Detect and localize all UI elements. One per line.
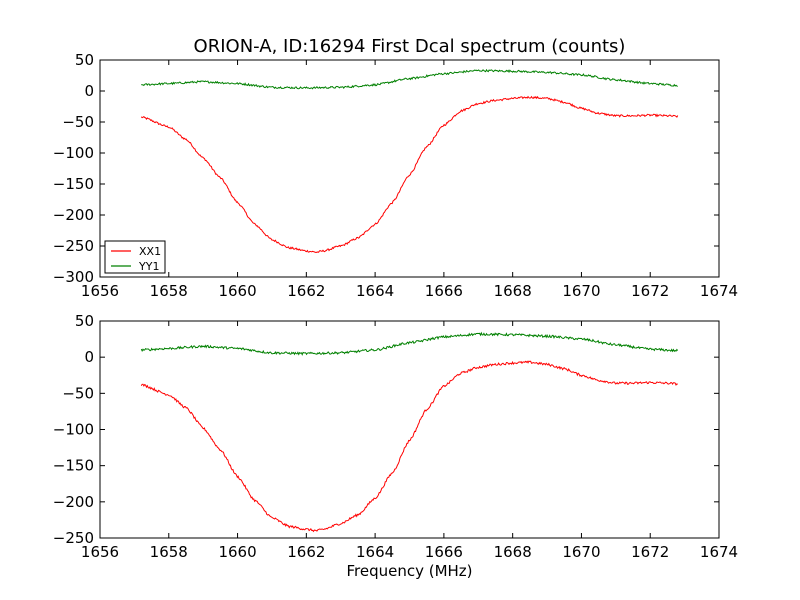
plot-frame <box>99 59 720 278</box>
x-tick-label: 1672 <box>631 282 669 300</box>
x-tick-label: 1664 <box>356 282 394 300</box>
x-tick-label: 1672 <box>631 543 669 561</box>
y-tick-label: −150 <box>53 175 94 193</box>
y-tick-label: 0 <box>84 348 94 366</box>
legend-box <box>104 240 166 274</box>
y-tick-label: 50 <box>75 51 94 69</box>
x-tick-label: 1662 <box>287 282 325 300</box>
series-line-trace-1 <box>140 360 678 533</box>
chart-title: ORION-A, ID:16294 First Dcal spectrum (c… <box>194 36 626 57</box>
y-tick-label: −300 <box>53 268 94 286</box>
x-tick-label: 1662 <box>287 543 325 561</box>
series-line-yy1 <box>141 68 678 90</box>
y-tick-label: −250 <box>53 237 94 255</box>
x-axis-label: Frequency (MHz) <box>346 562 472 580</box>
x-tick-label: 1670 <box>562 543 600 561</box>
x-tick-label: 1666 <box>425 282 463 300</box>
x-tick-label: 1674 <box>700 282 738 300</box>
y-tick-label: −100 <box>53 144 94 162</box>
x-tick-label: 1668 <box>494 282 532 300</box>
x-tick-label: 1656 <box>81 282 119 300</box>
x-tick-label: 1670 <box>562 282 600 300</box>
panel-2: 1656 1658 1660 1662 1664 1666 1668 1670 1672 1674… <box>53 312 738 580</box>
x-tick-label: 1660 <box>218 282 256 300</box>
y-tick-label: −200 <box>53 206 94 224</box>
series-line-trace-2 <box>140 331 679 356</box>
y-tick-label: −150 <box>53 457 94 475</box>
y-tick-label: −50 <box>62 384 94 402</box>
legend-label-xx1: XX1 <box>139 245 161 258</box>
x-tick-label: 1664 <box>356 543 394 561</box>
y-tick-label: −250 <box>53 529 94 547</box>
x-tick-label: 1656 <box>81 543 119 561</box>
y-tick-label: −200 <box>53 493 94 511</box>
plot-area <box>100 321 719 538</box>
y-tick-label: 50 <box>75 312 94 330</box>
y-tick-label: 0 <box>84 82 94 100</box>
x-tick-label: 1674 <box>700 543 738 561</box>
x-tick-label: 1660 <box>218 543 256 561</box>
panel-1: 1656 1658 1660 1662 1664 1666 1668 1670 1672 1674… <box>53 36 738 300</box>
x-tick-label: 1666 <box>425 543 463 561</box>
series-line-xx1 <box>140 95 679 253</box>
plot-area <box>100 60 719 277</box>
x-tick-label: 1668 <box>494 543 532 561</box>
x-tick-label: 1658 <box>150 543 188 561</box>
y-tick-label: −50 <box>62 113 94 131</box>
x-tick-label: 1658 <box>150 282 188 300</box>
y-tick-label: −100 <box>53 421 94 439</box>
legend-label-yy1: YY1 <box>138 260 159 273</box>
